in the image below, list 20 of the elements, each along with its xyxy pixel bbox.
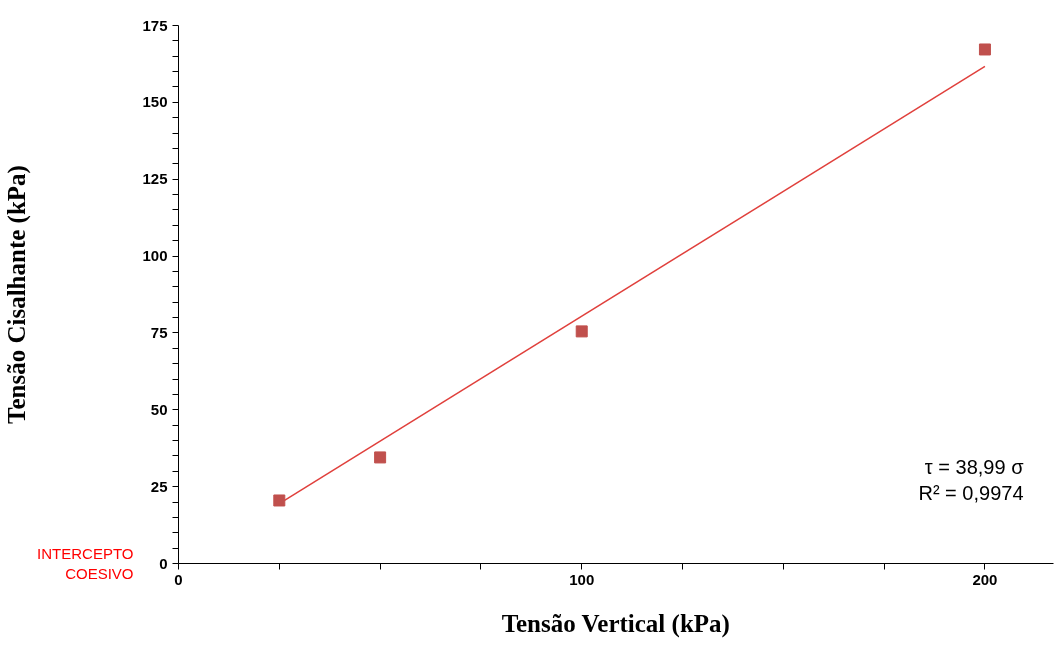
x-tick-label: 0 [174,570,183,588]
point [374,451,387,464]
x-axis-title: Tensão Vertical (kPa) [501,609,730,638]
y-tick-label: 150 [142,93,168,111]
y-tick-label: 0 [159,554,168,572]
y-tick-label: 25 [150,477,168,495]
y-tick-label: 125 [142,170,168,188]
text: INTERCEPTO COESIVO [37,544,134,583]
y-tick-label: 100 [142,247,168,265]
y-tick-label: 75 [150,323,168,341]
annotation: R² = 0,9974 [918,481,1024,504]
x-tick-label: 200 [972,570,998,588]
x-tick-label: 100 [569,570,595,588]
point [978,43,991,56]
y-tick-label: 50 [150,400,168,418]
point [273,494,286,507]
point [575,325,588,338]
annotation: τ = 38,99 σ [924,455,1025,478]
y-tick-label: 175 [142,16,168,34]
y-axis-title: Tensão Cisalhante (kPa) [3,165,32,424]
